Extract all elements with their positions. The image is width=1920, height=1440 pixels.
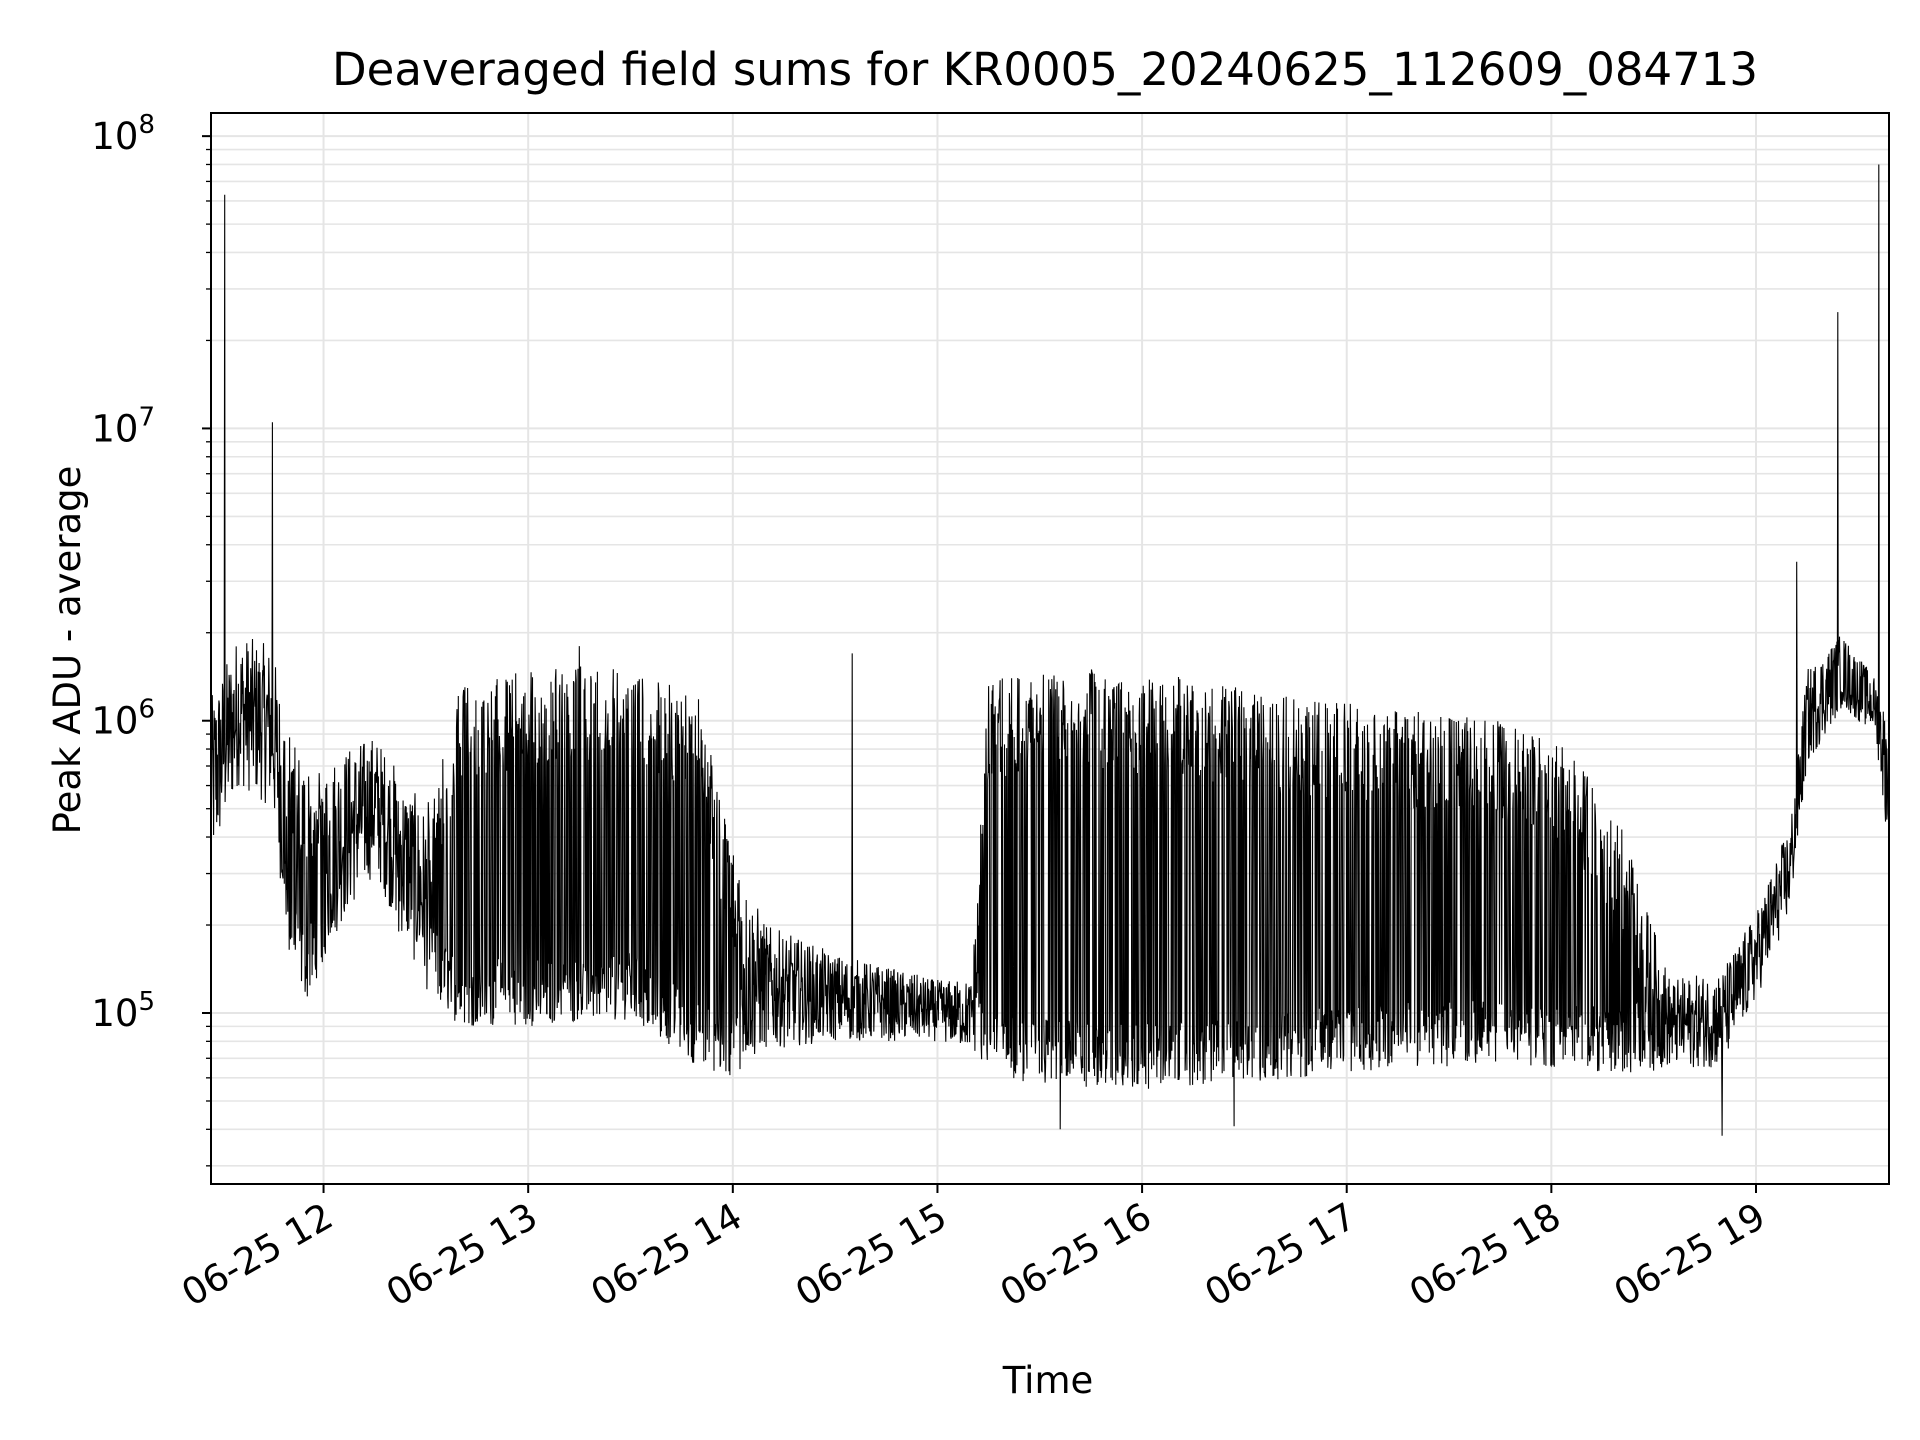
- y-tick-label: 107: [91, 402, 155, 450]
- chart-title: Deaveraged field sums for KR0005_2024062…: [332, 43, 1758, 96]
- y-tick-label: 108: [91, 110, 155, 158]
- y-tick-label: 105: [91, 987, 155, 1035]
- series-trace: [210, 164, 1890, 1136]
- y-tick-label-exponent: 7: [138, 402, 155, 432]
- y-tick-label-exponent: 8: [138, 110, 155, 140]
- y-tick-label-base: 10: [91, 700, 138, 743]
- y-tick-label-base: 10: [91, 407, 138, 450]
- series-line: [210, 164, 1890, 1136]
- x-axis-label: Time: [1002, 1359, 1094, 1402]
- y-tick-label-base: 10: [91, 115, 138, 158]
- y-tick-label-exponent: 6: [138, 695, 155, 725]
- y-axis-label: Peak ADU - average: [46, 466, 89, 835]
- y-tick-label: 106: [91, 695, 155, 743]
- plot-frame: [210, 112, 1890, 1185]
- y-tick-label-base: 10: [91, 992, 138, 1035]
- y-tick-label-exponent: 5: [138, 987, 155, 1017]
